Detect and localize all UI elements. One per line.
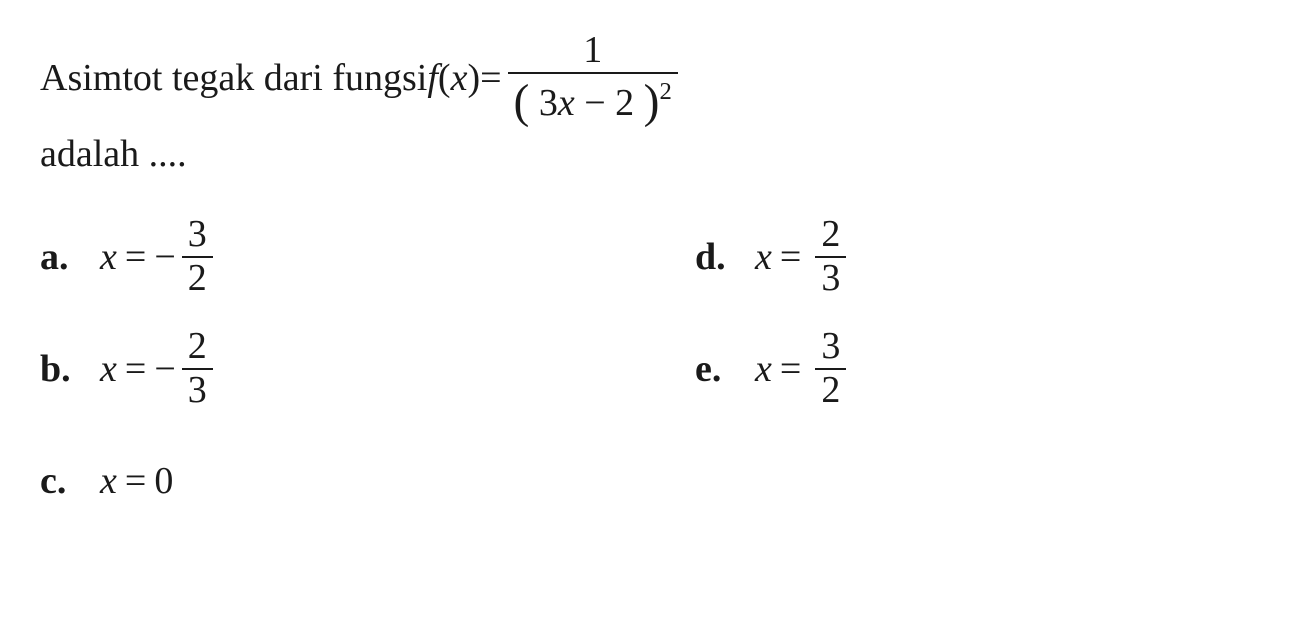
option-a-neg: −	[154, 229, 175, 286]
option-b-key: b.	[40, 341, 100, 398]
option-a-lhs: x	[100, 229, 117, 286]
option-c-lhs: x	[100, 453, 117, 510]
option-e-key: e.	[695, 341, 755, 398]
option-c-value: x = 0	[100, 453, 173, 510]
equals-sign: =	[480, 50, 501, 107]
option-e-lhs: x	[755, 341, 772, 398]
options-column-left: a. x = − 3 2 b. x = −	[40, 201, 695, 537]
denom-coef: 3	[539, 82, 558, 124]
option-d-lhs: x	[755, 229, 772, 286]
option-d: d. x = 2 3	[695, 201, 1253, 313]
option-b-neg: −	[154, 341, 175, 398]
option-b-value: x = − 2 3	[100, 326, 219, 412]
denom-var: x	[558, 82, 575, 124]
denom-exponent: 2	[660, 78, 672, 105]
option-e-fraction: 3 2	[815, 326, 846, 412]
option-e-den: 2	[815, 368, 846, 412]
question-block: Asimtot tegak dari fungsi f ( x ) = 1 ( …	[40, 30, 1253, 537]
option-d-num: 2	[815, 214, 846, 256]
option-b-den: 3	[182, 368, 213, 412]
question-line-2: adalah ....	[40, 126, 1253, 183]
option-e: e. x = 3 2	[695, 313, 1253, 425]
option-b-eq: =	[125, 341, 146, 398]
option-b-num: 2	[182, 326, 213, 368]
main-fraction-denominator: ( 3x − 2 )2	[508, 72, 678, 126]
option-c-key: c.	[40, 453, 100, 510]
option-d-den: 3	[815, 256, 846, 300]
option-e-eq: =	[780, 341, 801, 398]
question-line-1: Asimtot tegak dari fungsi f ( x ) = 1 ( …	[40, 30, 1253, 126]
option-c-rhs: 0	[154, 453, 173, 510]
option-c: c. x = 0	[40, 425, 695, 537]
func-name: f	[427, 50, 438, 107]
main-fraction: 1 ( 3x − 2 )2	[508, 30, 678, 126]
option-b: b. x = − 2 3	[40, 313, 695, 425]
denom-paren-close: )	[644, 76, 660, 128]
option-a-value: x = − 3 2	[100, 214, 219, 300]
denom-rest: − 2	[575, 82, 634, 124]
denom-paren-open: (	[514, 76, 530, 128]
option-a: a. x = − 3 2	[40, 201, 695, 313]
func-paren-close: )	[467, 50, 480, 107]
option-a-eq: =	[125, 229, 146, 286]
question-prefix: Asimtot tegak dari fungsi	[40, 50, 427, 107]
option-a-den: 2	[182, 256, 213, 300]
option-a-key: a.	[40, 229, 100, 286]
options-column-right: d. x = 2 3 e. x = 3 2	[695, 201, 1253, 537]
option-d-eq: =	[780, 229, 801, 286]
func-arg: x	[451, 50, 468, 107]
option-c-eq: =	[125, 453, 146, 510]
option-b-lhs: x	[100, 341, 117, 398]
options-block: a. x = − 3 2 b. x = −	[40, 201, 1253, 537]
option-e-num: 3	[815, 326, 846, 368]
option-a-fraction: 3 2	[182, 214, 213, 300]
option-e-value: x = 3 2	[755, 326, 852, 412]
func-paren-open: (	[438, 50, 451, 107]
option-d-fraction: 2 3	[815, 214, 846, 300]
option-d-key: d.	[695, 229, 755, 286]
main-fraction-numerator: 1	[577, 30, 608, 72]
option-d-value: x = 2 3	[755, 214, 852, 300]
option-b-fraction: 2 3	[182, 326, 213, 412]
option-a-num: 3	[182, 214, 213, 256]
